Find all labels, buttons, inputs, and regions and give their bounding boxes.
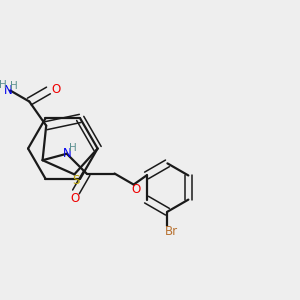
Text: O: O: [70, 192, 80, 205]
Text: O: O: [131, 183, 140, 196]
Text: N: N: [63, 147, 72, 160]
Text: O: O: [51, 83, 60, 96]
Text: H: H: [11, 81, 18, 91]
Text: S: S: [72, 174, 80, 187]
Text: H: H: [0, 80, 6, 90]
Text: Br: Br: [165, 225, 178, 238]
Text: H: H: [69, 143, 77, 153]
Text: N: N: [4, 84, 13, 97]
